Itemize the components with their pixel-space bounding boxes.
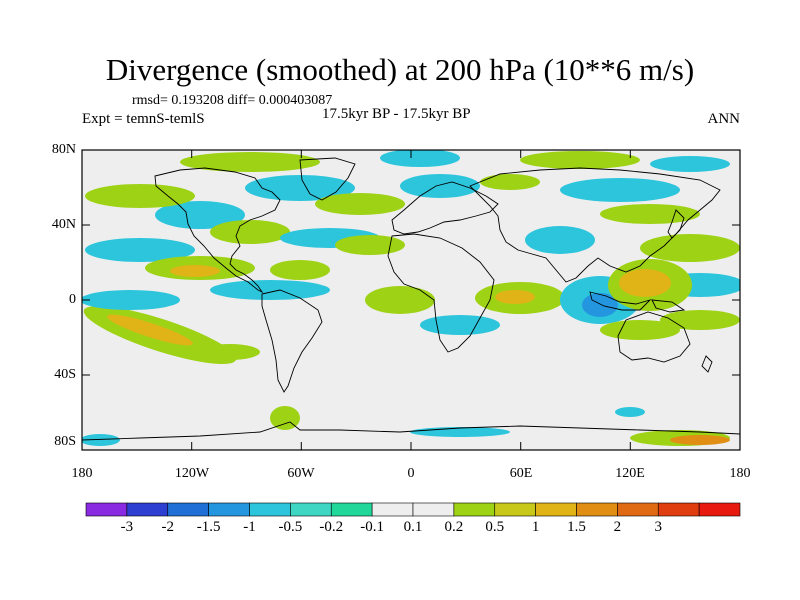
colorbar-label-6: -0.1 <box>360 519 384 535</box>
season-label: ANN <box>707 111 741 127</box>
colorbar-swatch-14 <box>657 502 700 517</box>
lat-label-80n: 80N <box>51 142 76 157</box>
field-eq-4 <box>335 235 405 255</box>
field-spac-4 <box>200 344 260 360</box>
field-arctic-2 <box>380 150 460 167</box>
colorbar-swatch-4 <box>249 502 291 517</box>
coast-north-america <box>154 167 281 294</box>
field-so-2 <box>615 407 645 417</box>
stats-line: rmsd= 0.193208 diff= 0.000403087 <box>132 93 333 108</box>
colorbar-label-10: 1 <box>531 519 540 535</box>
colorbar-label-9: 0.5 <box>485 519 505 535</box>
colorbar-swatch-2 <box>167 502 209 517</box>
colorbar-label-7: 0.1 <box>403 519 423 535</box>
field-africa-3 <box>420 315 500 335</box>
field-npac-1 <box>85 184 195 208</box>
field-europe-1 <box>400 174 480 198</box>
colorbar-swatch-7 <box>371 502 414 517</box>
lon-label-120w: 120W <box>174 466 210 481</box>
field-arctic-3 <box>520 151 640 169</box>
field-europe-2 <box>480 174 540 190</box>
coast-indonesia <box>589 291 652 311</box>
field-spac-3 <box>82 290 180 310</box>
field-greenland-1 <box>245 175 355 201</box>
colorbar-label-12: 2 <box>613 519 622 535</box>
coast-japan <box>667 209 685 239</box>
lat-label-80s: 80S <box>54 434 76 449</box>
field-spac-2 <box>107 314 193 346</box>
lat-label-40n: 40N <box>51 217 76 232</box>
colorbar-swatch-9 <box>453 502 496 517</box>
colorbar-label-5: -0.2 <box>319 519 344 535</box>
period-label: 17.5kyr BP - 17.5kyr BP <box>322 106 471 122</box>
colorbar-swatch-6 <box>330 502 373 517</box>
colorbar-label-2: -1.5 <box>196 519 221 535</box>
field-africa-2 <box>495 290 535 304</box>
field-eq-2 <box>270 260 330 280</box>
colorbar-swatch-11 <box>535 502 577 517</box>
axis-ticks <box>81 149 741 451</box>
field-greenland-2 <box>315 193 405 215</box>
lat-label-40s: 40S <box>54 367 76 382</box>
field-arctic-1 <box>180 152 320 172</box>
lat-label-eq: 0 <box>69 292 76 307</box>
coast-antarctica <box>82 421 740 441</box>
field-natl-1 <box>155 201 245 229</box>
coast-south-america <box>261 289 323 393</box>
colorbar <box>85 502 741 517</box>
colorbar-swatch-12 <box>576 502 618 517</box>
colorbar-label-13: 3 <box>654 519 663 535</box>
field-so-5 <box>82 434 120 446</box>
field-npac-4 <box>170 265 220 277</box>
lon-label-0: 0 <box>407 466 415 481</box>
coast-asia <box>469 167 721 283</box>
coast-africa <box>387 233 495 353</box>
colorbar-swatch-10 <box>494 502 536 517</box>
lon-label-60w: 60W <box>287 466 315 481</box>
field-eq-3 <box>365 286 435 314</box>
colorbar-label-11: 1.5 <box>567 519 586 535</box>
colorbar-swatch-3 <box>208 502 250 517</box>
coast-new-guinea <box>651 299 686 313</box>
field-npac-5 <box>640 234 740 262</box>
colorbar-swatch-13 <box>617 502 659 517</box>
coast-australia <box>617 311 691 363</box>
lon-label-180e: 180 <box>729 466 751 481</box>
colorbar-swatch-0 <box>85 502 128 517</box>
field-indian-1 <box>525 226 595 254</box>
field-mc-4 <box>619 269 671 297</box>
lon-label-120e: 120E <box>615 466 645 481</box>
lon-label-180w: 180 <box>71 466 93 481</box>
colorbar-label-1: -2 <box>161 519 175 535</box>
field-asia-1 <box>560 178 680 202</box>
colorbar-swatch-5 <box>290 502 332 517</box>
colorbar-label-4: -0.5 <box>278 519 303 535</box>
colorbar-label-0: -3 <box>120 519 134 535</box>
field-eq-1 <box>210 280 330 300</box>
colorbar-label-3: -1 <box>243 519 256 535</box>
field-arctic-4 <box>650 156 730 172</box>
coastlines <box>82 157 740 441</box>
field-mc-2 <box>582 293 618 317</box>
field-so-6 <box>410 427 510 437</box>
colorbar-swatch-15 <box>698 502 741 517</box>
lon-label-60e: 60E <box>509 466 533 481</box>
coast-europe <box>391 181 499 235</box>
coast-new-zealand <box>701 355 713 373</box>
colorbar-swatch-1 <box>126 502 169 517</box>
colorbar-label-8: 0.2 <box>444 519 464 535</box>
field-mc-5 <box>600 320 680 340</box>
field-so-4 <box>670 435 730 445</box>
plot-title: Divergence (smoothed) at 200 hPa (10**6 … <box>105 52 695 87</box>
field-asia-2 <box>600 204 700 224</box>
colorbar-swatch-8 <box>412 502 455 517</box>
field-npac-2 <box>85 238 195 262</box>
coast-greenland <box>299 157 356 201</box>
field-natl-2 <box>210 220 290 244</box>
experiment-label: Expt = temnS-temlS <box>82 111 205 127</box>
